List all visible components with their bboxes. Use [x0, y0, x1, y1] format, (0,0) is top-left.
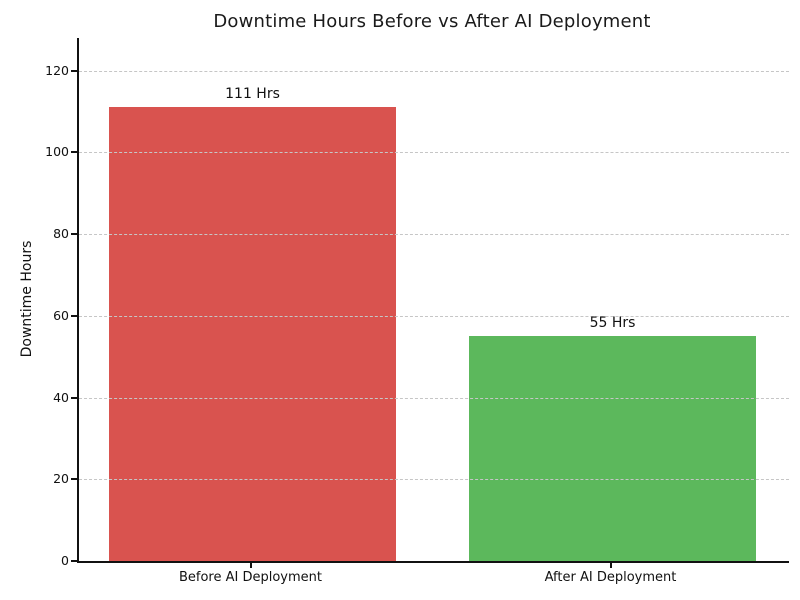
- y-tick-mark: [71, 560, 77, 562]
- y-tick-mark: [71, 396, 77, 399]
- y-axis-title: Downtime Hours: [19, 240, 35, 358]
- y-tick-mark: [71, 69, 77, 72]
- y-tick-label: 100: [45, 144, 69, 160]
- gridline-y60: [79, 315, 789, 317]
- gridline-y80: [79, 234, 789, 236]
- bar-value-label: 55 Hrs: [589, 315, 636, 332]
- x-tick-label-after: After AI Deployment: [544, 570, 677, 585]
- gridline-y120: [79, 70, 789, 72]
- x-tick-mark: [609, 563, 612, 568]
- gridline-y100: [79, 152, 789, 154]
- y-tick-label: 120: [45, 62, 69, 78]
- y-tick-mark: [71, 478, 77, 481]
- y-tick-mark: [71, 233, 77, 236]
- y-tick-label: 80: [53, 226, 69, 242]
- x-tick-label-before: Before AI Deployment: [178, 570, 322, 585]
- bar-value-label: 111 Hrs: [225, 86, 280, 103]
- gridline-y20: [79, 479, 789, 481]
- y-tick-label: 60: [53, 307, 69, 323]
- y-tick-mark: [71, 314, 77, 317]
- bar-after: [469, 336, 756, 561]
- y-tick-label: 20: [53, 471, 69, 487]
- plot-area: 111 Hrs 55 Hrs: [77, 38, 789, 563]
- bar-before: [109, 107, 396, 561]
- gridline-y40: [79, 397, 789, 399]
- y-tick-label: 0: [61, 553, 69, 568]
- y-tick-mark: [71, 151, 77, 154]
- y-tick-label: 40: [53, 389, 69, 405]
- chart-title: Downtime Hours Before vs After AI Deploy…: [213, 11, 651, 32]
- x-tick-mark: [249, 563, 252, 568]
